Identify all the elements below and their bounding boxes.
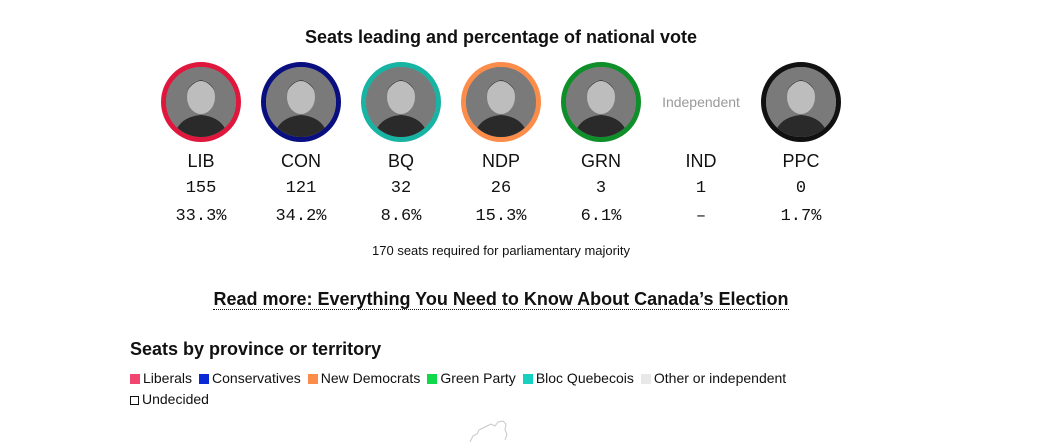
leader-portrait bbox=[761, 62, 841, 142]
party-seats: 1 bbox=[695, 179, 707, 198]
party-pct: 1.7% bbox=[780, 207, 822, 226]
legend-swatch bbox=[640, 374, 651, 384]
party-pct: 33.3% bbox=[175, 207, 227, 226]
leader-portrait bbox=[561, 62, 641, 142]
legend-label: Undecided bbox=[142, 391, 209, 407]
party-abbr: LIB bbox=[187, 151, 215, 171]
party-abbr: PPC bbox=[782, 151, 820, 171]
legend-swatch bbox=[199, 374, 210, 384]
legend-item: Conservatives bbox=[199, 368, 301, 389]
legend-label: Conservatives bbox=[212, 370, 301, 386]
person-icon bbox=[266, 67, 336, 137]
party-seats: 32 bbox=[390, 179, 412, 198]
legend-label: Other or independent bbox=[653, 370, 787, 386]
legend-label: Liberals bbox=[143, 370, 193, 386]
party-seats: 155 bbox=[185, 179, 217, 198]
legend-item: Green Party bbox=[427, 368, 516, 389]
legend-item: New Democrats bbox=[307, 368, 421, 389]
person-icon bbox=[366, 67, 436, 137]
party-abbr: CON bbox=[281, 151, 321, 171]
legend-item: Other or independent bbox=[640, 368, 787, 389]
legend-swatch bbox=[427, 374, 438, 384]
leader-portrait bbox=[161, 62, 241, 142]
party-seats: 0 bbox=[795, 179, 807, 198]
section-title: Seats by province or territory bbox=[130, 339, 382, 359]
read-more-container: Read more: Everything You Need to Know A… bbox=[0, 289, 1002, 310]
party-ppc: PPC 0 1.7% bbox=[751, 62, 851, 228]
results-title: Seats leading and percentage of national… bbox=[304, 27, 698, 47]
legend-swatch bbox=[130, 396, 139, 405]
legend-label: Bloc Quebecois bbox=[535, 370, 634, 386]
party-pct: – bbox=[695, 207, 707, 226]
person-icon bbox=[566, 67, 636, 137]
person-icon bbox=[766, 67, 836, 137]
canada-map bbox=[469, 420, 508, 442]
legend-item: Liberals bbox=[130, 368, 192, 389]
party-seats: 26 bbox=[490, 179, 512, 198]
party-abbr: IND bbox=[685, 151, 717, 171]
party-pct: 15.3% bbox=[475, 207, 527, 226]
party-grn: GRN 3 6.1% bbox=[551, 62, 651, 228]
party-con: CON 121 34.2% bbox=[251, 62, 351, 228]
party-abbr: GRN bbox=[581, 151, 621, 171]
person-icon bbox=[466, 67, 536, 137]
party-pct: 34.2% bbox=[275, 207, 327, 226]
party-pct: 8.6% bbox=[380, 207, 422, 226]
party-seats: 3 bbox=[595, 179, 607, 198]
independent-label: Independent bbox=[662, 94, 740, 110]
leader-portrait bbox=[461, 62, 541, 142]
party-abbr: NDP bbox=[481, 151, 520, 171]
legend-label: New Democrats bbox=[320, 370, 421, 386]
party-seats: 121 bbox=[285, 179, 317, 198]
legend-item: Bloc Quebecois bbox=[522, 368, 634, 389]
party-pct: 6.1% bbox=[580, 207, 622, 226]
majority-note: 170 seats required for parliamentary maj… bbox=[372, 243, 630, 258]
person-icon bbox=[166, 67, 236, 137]
legend-label: Green Party bbox=[440, 370, 516, 386]
legend-swatch bbox=[522, 374, 533, 384]
party-ind: Independent IND 1 – bbox=[651, 62, 751, 228]
legend-item: Undecided bbox=[130, 389, 209, 410]
legend-swatch bbox=[307, 374, 318, 384]
legend-swatch bbox=[130, 374, 140, 384]
party-ndp: NDP 26 15.3% bbox=[451, 62, 551, 228]
map-legend: Liberals Conservatives New Democrats Green … bbox=[130, 368, 850, 410]
leader-portrait bbox=[361, 62, 441, 142]
leader-portrait bbox=[261, 62, 341, 142]
party-bq: BQ 32 8.6% bbox=[351, 62, 451, 228]
party-abbr: BQ bbox=[387, 151, 414, 171]
party-lib: LIB 155 33.3% bbox=[151, 62, 251, 228]
read-more-link[interactable]: Read more: Everything You Need to Know A… bbox=[213, 289, 789, 310]
